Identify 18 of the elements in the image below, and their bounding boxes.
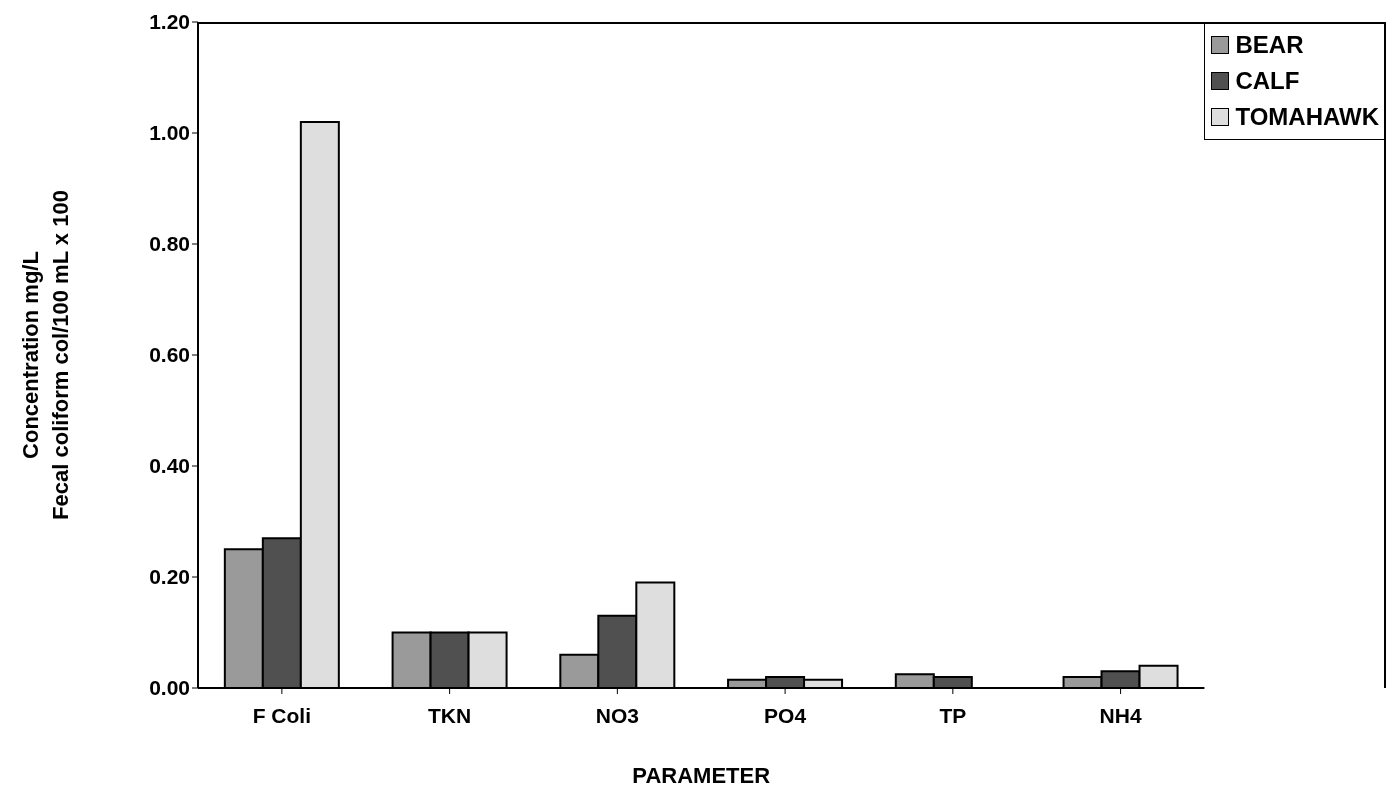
x-axis-title: PARAMETER xyxy=(632,763,771,788)
y-tick-label: 0.00 xyxy=(149,676,190,700)
y-tick-label: 1.20 xyxy=(149,10,190,34)
x-tick-label: PO4 xyxy=(764,703,807,727)
x-tick-label: NH4 xyxy=(1099,703,1142,727)
x-tick-label: TKN xyxy=(428,703,472,727)
y-tick-label: 0.20 xyxy=(149,565,190,589)
y-tick-label: 0.80 xyxy=(149,232,190,256)
y-axis-title: Concentration mg/L Fecal coliform col/100 mL x 100 xyxy=(18,190,73,520)
x-tick-label: NO3 xyxy=(595,703,639,727)
legend-label: TOMAHAWK xyxy=(1235,102,1379,132)
legend-label: CALF xyxy=(1235,66,1300,96)
y-tick-label: 1.00 xyxy=(149,121,190,145)
x-tick-label: TP xyxy=(939,703,967,727)
x-tick-label: F Coli xyxy=(252,703,312,727)
legend-label: BEAR xyxy=(1235,30,1304,60)
y-tick-label: 0.40 xyxy=(149,454,190,478)
y-tick-label: 0.60 xyxy=(149,343,190,367)
